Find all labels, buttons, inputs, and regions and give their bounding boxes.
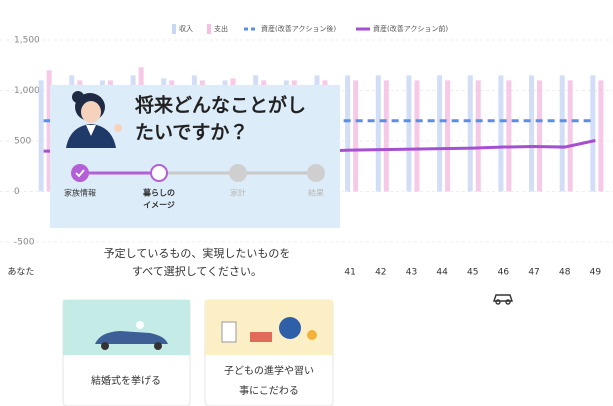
- x-tick-label: 48: [559, 268, 571, 278]
- bar: [445, 80, 450, 191]
- bar: [537, 80, 542, 191]
- x-tick-label: 42: [375, 268, 386, 278]
- bar: [376, 75, 381, 191]
- bar: [598, 80, 603, 191]
- bar: [437, 75, 442, 191]
- car-icon: [494, 295, 512, 304]
- x-tick-label: 45: [467, 268, 478, 278]
- step-dot: [308, 165, 324, 181]
- bar: [345, 75, 350, 191]
- step-dot: [230, 165, 246, 181]
- legend-swatch: [207, 24, 211, 34]
- option-label: 子どもの進学や習い: [224, 364, 314, 377]
- dialog-title: たいですか？: [135, 122, 248, 144]
- step-label: イメージ: [143, 201, 175, 210]
- bar: [529, 75, 534, 191]
- bar: [568, 80, 573, 191]
- bar: [560, 75, 565, 191]
- bar: [39, 80, 44, 191]
- legend-label: 資産(改善アクション後): [261, 24, 336, 33]
- bar: [468, 75, 473, 191]
- page: 収入 支出 資産(改善アクション後) 資産(改善アクション前) 1,500 1,000 50…: [0, 0, 613, 406]
- step-dot: [72, 165, 88, 181]
- dialog-title: 将来どんなことがし: [135, 94, 306, 117]
- legend-label: 収入: [179, 24, 193, 33]
- y-tick-label: 0: [14, 187, 20, 197]
- x-tick-label: 49: [590, 268, 602, 278]
- x-tick-label: 47: [528, 268, 539, 278]
- bar: [384, 80, 389, 191]
- x-tick-label: 44: [436, 268, 448, 278]
- legend-swatch: [172, 24, 176, 34]
- legend-label: 資産(改善アクション前): [373, 24, 448, 33]
- bar: [506, 80, 511, 191]
- y-tick-label: -500: [14, 238, 35, 248]
- y-tick-label: 500: [14, 137, 31, 147]
- legend-label: 支出: [214, 24, 228, 33]
- bar: [498, 75, 503, 191]
- x-tick-label: あなた: [7, 267, 34, 278]
- bar: [476, 80, 481, 191]
- x-tick-label: 46: [498, 268, 510, 278]
- step-label: 家計: [230, 188, 246, 198]
- option-card[interactable]: [63, 300, 190, 406]
- instruction: 予定しているもの、実現したいものを: [104, 247, 291, 260]
- bar: [590, 75, 595, 191]
- bar: [353, 80, 358, 191]
- instruction: すべて選択してください。: [132, 264, 262, 278]
- y-tick-label: 1,000: [14, 86, 40, 96]
- step-label: 結果: [308, 188, 324, 198]
- step-label: 暮らしの: [142, 188, 175, 198]
- screen: 収入 支出 資産(改善アクション後) 資産(改善アクション前) 1,500 1,000 50…: [0, 0, 613, 406]
- bar: [414, 80, 419, 191]
- y-tick-label: 1,500: [14, 36, 40, 46]
- x-tick-label: 41: [344, 268, 355, 278]
- x-tick-label: 43: [406, 268, 417, 278]
- step-label: 家族情報: [64, 188, 96, 198]
- bar: [406, 75, 411, 191]
- step-dot: [151, 165, 167, 181]
- option-label: 事にこだわる: [239, 384, 299, 397]
- option-label: 結婚式を挙げる: [91, 374, 161, 387]
